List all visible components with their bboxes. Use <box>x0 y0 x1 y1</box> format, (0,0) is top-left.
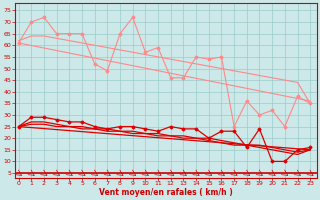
X-axis label: Vent moyen/en rafales ( km/h ): Vent moyen/en rafales ( km/h ) <box>99 188 233 197</box>
